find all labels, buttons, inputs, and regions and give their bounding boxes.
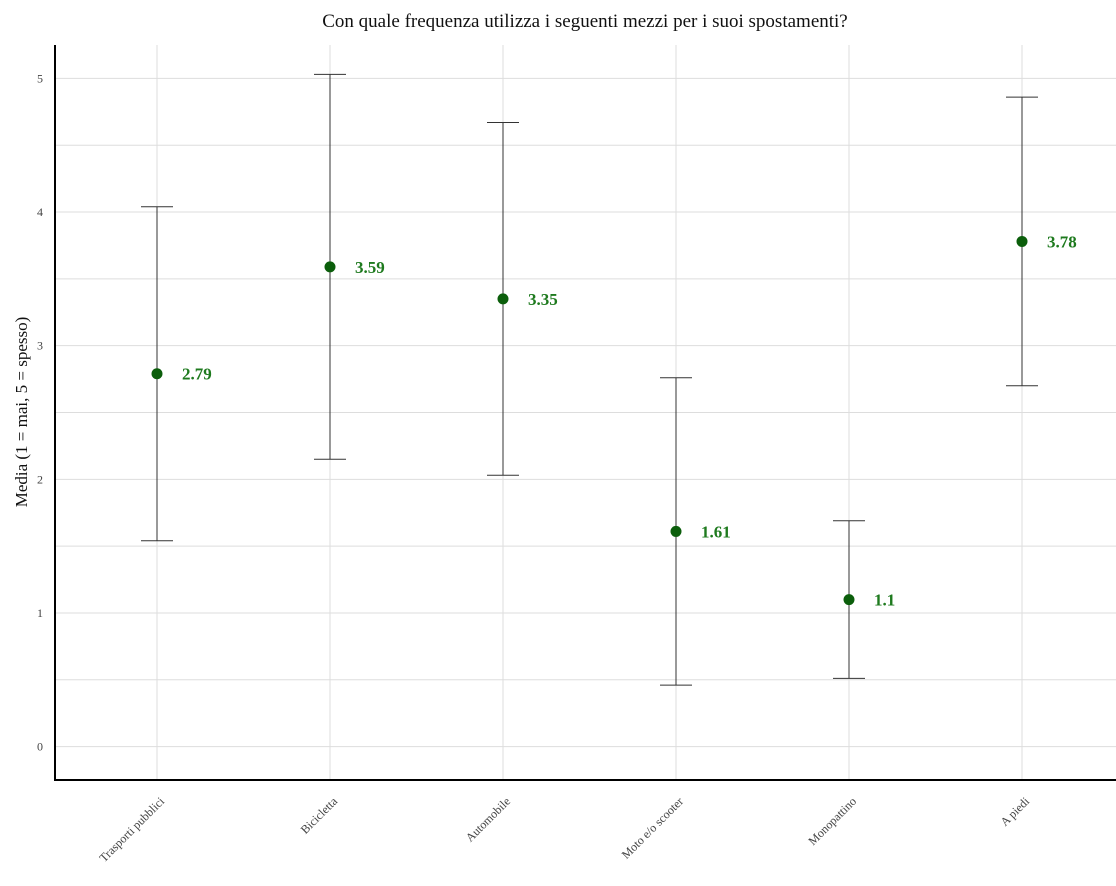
data-point xyxy=(324,261,336,273)
data-point xyxy=(843,594,855,606)
data-point xyxy=(151,368,163,380)
data-label: 1.1 xyxy=(874,591,895,610)
y-tick-label: 5 xyxy=(37,71,43,85)
y-tick-label: 4 xyxy=(37,205,43,219)
y-tick-label: 0 xyxy=(37,740,43,754)
data-label: 3.59 xyxy=(355,258,385,277)
x-tick-label: A piedi xyxy=(997,794,1032,829)
y-tick-label: 3 xyxy=(37,339,43,353)
y-tick-label: 2 xyxy=(37,472,43,486)
x-tick-label: Automobile xyxy=(463,794,513,844)
plot-area: 0 1 2 3 4 5 Trasporti pubblici Bicicletta Automo… xyxy=(37,45,1116,865)
x-tick-label: Moto e/o scooter xyxy=(619,794,686,861)
data-point xyxy=(1016,235,1028,247)
data-label: 1.61 xyxy=(701,522,731,541)
y-tick-label: 1 xyxy=(37,606,43,620)
data-label: 3.35 xyxy=(528,290,558,309)
x-tick-label: Bicicletta xyxy=(298,794,341,837)
x-tick-label: Monopattino xyxy=(805,794,859,848)
y-axis-label: Media (1 = mai, 5 = spesso) xyxy=(12,317,31,508)
data-label: 3.78 xyxy=(1047,232,1077,251)
data-label: 2.79 xyxy=(182,365,212,384)
chart-title: Con quale frequenza utilizza i seguenti … xyxy=(322,11,848,32)
data-point xyxy=(670,525,682,537)
x-tick-label: Trasporti pubblici xyxy=(96,794,167,865)
data-point xyxy=(497,293,509,305)
